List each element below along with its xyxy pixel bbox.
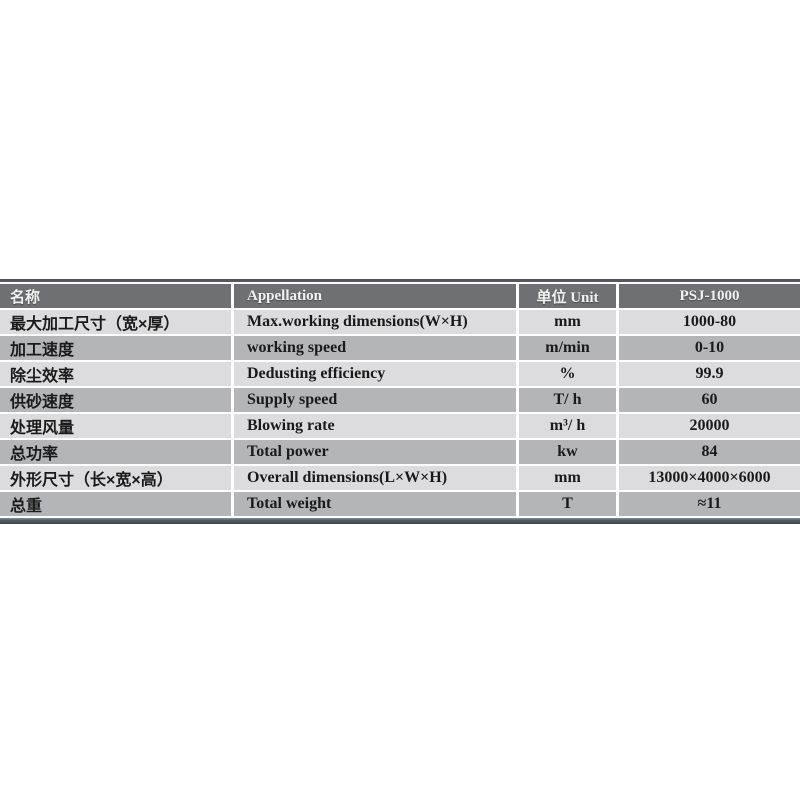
row-unit: %	[519, 362, 616, 386]
header-name-cn: 名称	[0, 284, 231, 308]
row-unit: T/ h	[519, 388, 616, 412]
row-name-cn: 总重	[0, 492, 231, 516]
table-row: 最大加工尺寸（宽×厚） Max.working dimensions(W×H) …	[0, 310, 800, 334]
table-row: 除尘效率 Dedusting efficiency % 99.9	[0, 362, 800, 386]
row-value: 1000-80	[619, 310, 800, 334]
row-unit: mm	[519, 466, 616, 490]
row-value: 13000×4000×6000	[619, 466, 800, 490]
row-appellation: Supply speed	[234, 388, 516, 412]
row-value: 84	[619, 440, 800, 464]
row-appellation: Dedusting efficiency	[234, 362, 516, 386]
table-bottom-rule	[0, 518, 800, 524]
row-appellation: Total power	[234, 440, 516, 464]
row-value: 0-10	[619, 336, 800, 360]
row-unit: m/min	[519, 336, 616, 360]
row-name-cn: 处理风量	[0, 414, 231, 438]
row-appellation: Blowing rate	[234, 414, 516, 438]
row-value: ≈11	[619, 492, 800, 516]
row-unit: kw	[519, 440, 616, 464]
row-value: 20000	[619, 414, 800, 438]
row-name-cn: 加工速度	[0, 336, 231, 360]
row-unit: T	[519, 492, 616, 516]
row-name-cn: 外形尺寸（长×宽×高）	[0, 466, 231, 490]
row-name-cn: 供砂速度	[0, 388, 231, 412]
spec-table: 名称 Appellation 单位 Unit PSJ-1000 最大加工尺寸（宽…	[0, 279, 800, 524]
row-name-cn: 除尘效率	[0, 362, 231, 386]
table-body: 最大加工尺寸（宽×厚） Max.working dimensions(W×H) …	[0, 310, 800, 516]
header-appellation: Appellation	[234, 284, 516, 308]
row-appellation: working speed	[234, 336, 516, 360]
table-row: 外形尺寸（长×宽×高） Overall dimensions(L×W×H) mm…	[0, 466, 800, 490]
table-row: 供砂速度 Supply speed T/ h 60	[0, 388, 800, 412]
table-row: 加工速度 working speed m/min 0-10	[0, 336, 800, 360]
table-header: 名称 Appellation 单位 Unit PSJ-1000	[0, 284, 800, 308]
row-unit: m³/ h	[519, 414, 616, 438]
table-row: 总重 Total weight T ≈11	[0, 492, 800, 516]
row-value: 99.9	[619, 362, 800, 386]
table-row: 处理风量 Blowing rate m³/ h 20000	[0, 414, 800, 438]
row-name-cn: 总功率	[0, 440, 231, 464]
table-top-rule	[0, 279, 800, 282]
row-unit: mm	[519, 310, 616, 334]
row-name-cn: 最大加工尺寸（宽×厚）	[0, 310, 231, 334]
row-appellation: Overall dimensions(L×W×H)	[234, 466, 516, 490]
row-value: 60	[619, 388, 800, 412]
row-appellation: Total weight	[234, 492, 516, 516]
header-model: PSJ-1000	[619, 284, 800, 308]
header-unit: 单位 Unit	[519, 284, 616, 308]
row-appellation: Max.working dimensions(W×H)	[234, 310, 516, 334]
table-header-row: 名称 Appellation 单位 Unit PSJ-1000	[0, 284, 800, 308]
table-row: 总功率 Total power kw 84	[0, 440, 800, 464]
